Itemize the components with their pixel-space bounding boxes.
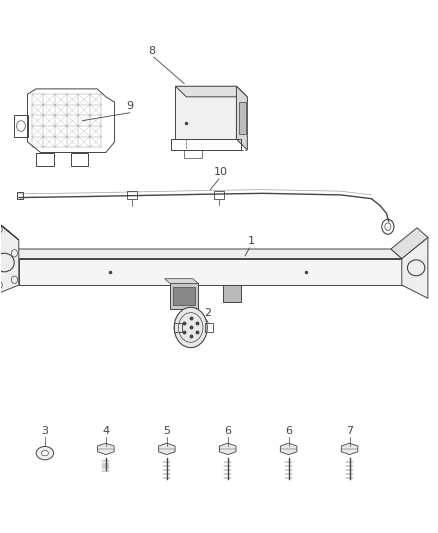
Polygon shape bbox=[19, 259, 402, 285]
Text: 1: 1 bbox=[248, 236, 255, 246]
Text: 10: 10 bbox=[214, 167, 228, 177]
Bar bbox=[184, 150, 201, 158]
Text: 3: 3 bbox=[42, 426, 49, 436]
Polygon shape bbox=[0, 209, 19, 240]
Text: 8: 8 bbox=[148, 46, 155, 56]
Text: 2: 2 bbox=[205, 308, 212, 318]
Bar bbox=[173, 287, 195, 305]
Text: 9: 9 bbox=[126, 101, 133, 111]
Polygon shape bbox=[280, 443, 297, 455]
Polygon shape bbox=[237, 86, 247, 150]
Polygon shape bbox=[176, 86, 247, 97]
Ellipse shape bbox=[36, 447, 53, 460]
Circle shape bbox=[174, 308, 207, 348]
Bar bbox=[170, 284, 198, 309]
Bar bbox=[17, 192, 23, 199]
Polygon shape bbox=[219, 443, 236, 455]
Bar bbox=[223, 285, 241, 302]
Polygon shape bbox=[159, 443, 175, 455]
Ellipse shape bbox=[42, 450, 48, 456]
Text: 6: 6 bbox=[285, 426, 292, 436]
Bar bbox=[174, 323, 182, 332]
Text: 4: 4 bbox=[102, 426, 110, 436]
Bar bbox=[127, 191, 137, 199]
Polygon shape bbox=[0, 219, 19, 296]
Polygon shape bbox=[8, 249, 402, 259]
Polygon shape bbox=[391, 228, 428, 259]
Polygon shape bbox=[176, 86, 237, 139]
Polygon shape bbox=[98, 443, 114, 455]
Polygon shape bbox=[165, 279, 198, 284]
Bar bbox=[214, 191, 224, 199]
Bar bbox=[205, 323, 213, 332]
Bar bbox=[239, 102, 246, 134]
Text: 6: 6 bbox=[224, 426, 231, 436]
Polygon shape bbox=[341, 443, 358, 455]
Text: 5: 5 bbox=[163, 426, 170, 436]
Polygon shape bbox=[402, 237, 428, 298]
Text: 7: 7 bbox=[346, 426, 353, 436]
